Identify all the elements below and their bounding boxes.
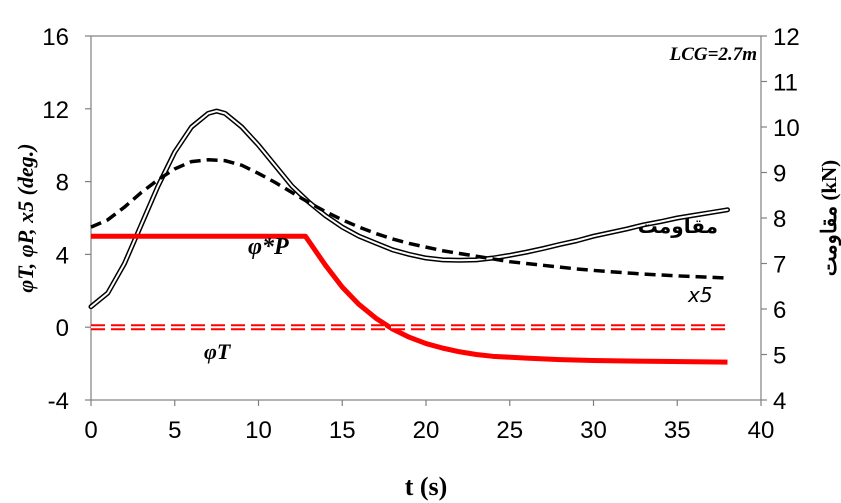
left-tick-label: 4: [56, 242, 69, 269]
left-axis-label: φT, φP, x5 (deg.): [13, 143, 38, 292]
series-label-resistance: مقاومت: [638, 214, 718, 238]
right-tick-label: 5: [773, 343, 786, 370]
right-axis-ticks: 4 5 6 7 8 9 10 11 12: [761, 24, 800, 415]
x-tick-label: 5: [168, 417, 181, 444]
x-tick-label: 35: [664, 417, 691, 444]
left-tick-label: 0: [56, 315, 69, 342]
right-tick-label: 4: [773, 388, 786, 415]
right-tick-label: 8: [773, 206, 786, 233]
series-label-phi-t: φT: [204, 339, 232, 364]
x-tick-label: 15: [329, 417, 356, 444]
x-tick-label: 40: [748, 417, 775, 444]
x-axis-ticks: 0 5 10 15 20 25 30 35 40: [84, 400, 774, 444]
annotation: LCG=2.7m: [669, 44, 757, 65]
left-tick-label: -4: [48, 388, 69, 415]
right-tick-label: 10: [773, 115, 800, 142]
x-tick-label: 10: [245, 417, 272, 444]
right-tick-label: 9: [773, 161, 786, 188]
x-tick-label: 20: [413, 417, 440, 444]
x-axis-label: t (s): [405, 472, 448, 501]
x-tick-label: 25: [496, 417, 523, 444]
left-tick-label: 8: [56, 170, 69, 197]
series-label-x5: x5: [687, 283, 713, 307]
right-tick-label: 11: [773, 70, 798, 97]
left-axis-ticks: -4 0 4 8 12 16: [42, 24, 91, 415]
right-tick-label: 6: [773, 297, 786, 324]
series-label-phi-p: φ*P: [248, 234, 289, 260]
right-tick-label: 12: [773, 24, 800, 51]
left-tick-label: 16: [42, 24, 69, 51]
right-tick-label: 7: [773, 252, 786, 279]
right-axis-label: مقاومت (kN): [817, 160, 841, 276]
x-tick-label: 30: [580, 417, 607, 444]
x-tick-label: 0: [84, 417, 97, 444]
left-tick-label: 12: [42, 97, 69, 124]
